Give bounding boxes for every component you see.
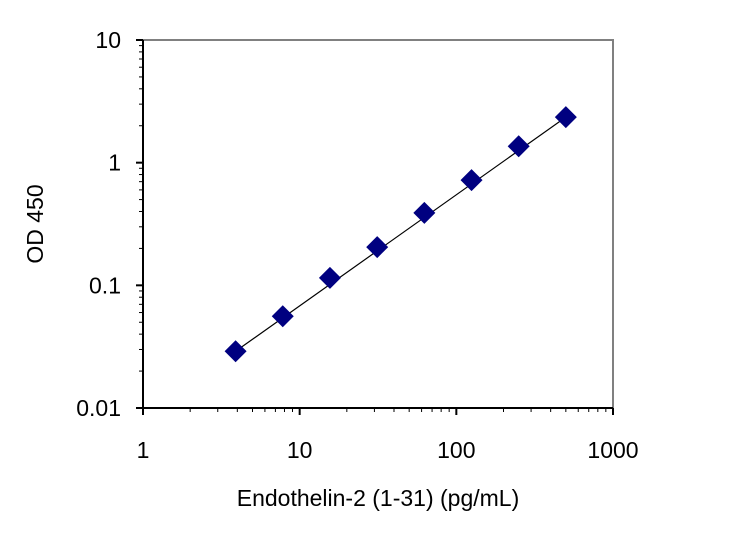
- x-axis-title: Endothelin-2 (1-31) (pg/mL): [237, 485, 520, 511]
- fit-line-layer: [235, 116, 567, 352]
- y-tick-label: 0.1: [89, 272, 121, 298]
- plot-frame: [142, 39, 614, 409]
- y-tick-label: 0.01: [76, 395, 121, 421]
- data-point-diamond: [507, 135, 530, 158]
- fit-line: [235, 116, 567, 352]
- x-axis: 1 10 100 1000: [137, 407, 639, 463]
- y-axis-title: OD 450: [22, 184, 48, 263]
- y-tick-label: 1: [108, 150, 121, 176]
- data-point-diamond: [460, 169, 483, 192]
- data-point-diamond: [366, 236, 389, 259]
- data-point-diamond: [554, 106, 577, 129]
- data-point-diamond: [413, 201, 436, 224]
- y-axis: 0.01 0.1 1 10: [76, 27, 144, 421]
- y-tick-label: 10: [95, 27, 121, 53]
- x-tick-label: 1000: [587, 437, 638, 463]
- data-point-diamond: [271, 305, 294, 328]
- x-tick-label: 1: [137, 437, 150, 463]
- data-points: [224, 106, 577, 363]
- data-point-diamond: [224, 340, 247, 363]
- x-tick-label: 10: [287, 437, 313, 463]
- data-point-diamond: [318, 266, 341, 289]
- x-tick-label: 100: [437, 437, 475, 463]
